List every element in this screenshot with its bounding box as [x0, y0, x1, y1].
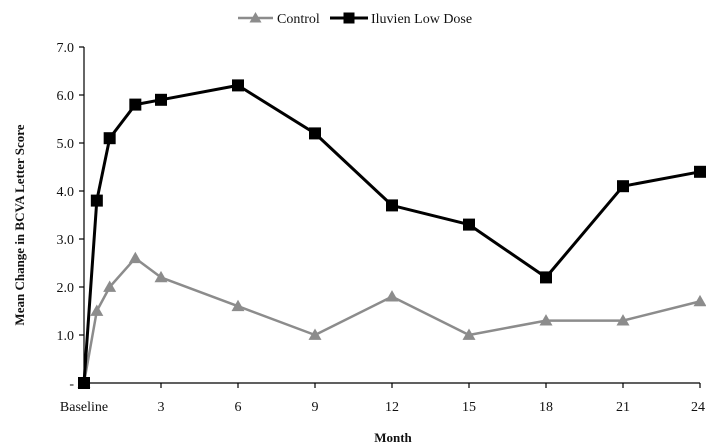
data-point-triangle [90, 304, 104, 316]
y-axis-ticks: - 1.0 2.0 3.0 4.0 5.0 6.0 7.0 [57, 41, 84, 392]
data-point-triangle [616, 314, 630, 326]
data-point-triangle [693, 294, 706, 307]
x-tick-label: 3 [158, 400, 165, 415]
data-point-triangle [462, 328, 476, 340]
y-tick-label: 2.0 [57, 281, 75, 296]
series-control [77, 251, 706, 388]
x-tick-label: 21 [616, 400, 630, 415]
series-iluvien-low-dose [78, 79, 706, 389]
series-line [82, 256, 701, 384]
x-tick-label: 24 [691, 400, 705, 415]
data-point-square [540, 271, 552, 284]
data-point-square [103, 132, 116, 145]
data-point-square [78, 377, 90, 389]
data-point-square [129, 98, 142, 111]
data-point-triangle [154, 270, 168, 283]
data-point-square [90, 194, 103, 207]
y-tick-label: 7.0 [57, 41, 75, 56]
data-point-square [694, 165, 706, 178]
y-tick-label: - [69, 377, 74, 392]
data-point-triangle [128, 251, 142, 264]
x-axis-title: Month [374, 430, 412, 445]
y-tick-label: 4.0 [57, 185, 75, 200]
legend: Control Iluvien Low Dose [238, 12, 472, 27]
y-axis-title: Mean Change in BCVA Letter Score [12, 124, 27, 325]
y-tick-label: 5.0 [57, 137, 75, 152]
x-tick-label: 12 [385, 400, 399, 415]
legend-item: Control [238, 12, 320, 27]
data-point-triangle [103, 280, 117, 292]
data-point-square [617, 180, 629, 193]
x-tick-label: 6 [235, 400, 242, 415]
series-line [82, 83, 701, 384]
legend-label: Iluvien Low Dose [371, 12, 472, 27]
data-point-square [309, 127, 321, 140]
x-tick-label: 18 [539, 400, 553, 415]
legend-item: Iluvien Low Dose [330, 12, 472, 27]
x-axis-ticks: Baseline 3 6 9 12 15 18 21 24 [60, 383, 705, 415]
x-tick-label: 9 [312, 400, 319, 415]
legend-label: Control [277, 12, 320, 27]
data-point-square [232, 79, 244, 92]
legend-marker-square [343, 12, 355, 24]
data-point-square [155, 93, 167, 106]
data-point-triangle [308, 328, 322, 340]
y-tick-label: 3.0 [57, 233, 75, 248]
data-point-triangle [385, 290, 399, 302]
x-tick-label: 15 [462, 400, 476, 415]
data-point-square [463, 218, 475, 231]
y-tick-label: 6.0 [57, 89, 75, 104]
x-tick-label: Baseline [60, 400, 108, 415]
data-point-triangle [231, 299, 245, 312]
data-point-triangle [539, 314, 553, 326]
legend-marker-triangle [249, 12, 262, 23]
data-point-square [386, 199, 398, 212]
y-tick-label: 1.0 [57, 329, 75, 344]
series-layer [77, 79, 706, 389]
